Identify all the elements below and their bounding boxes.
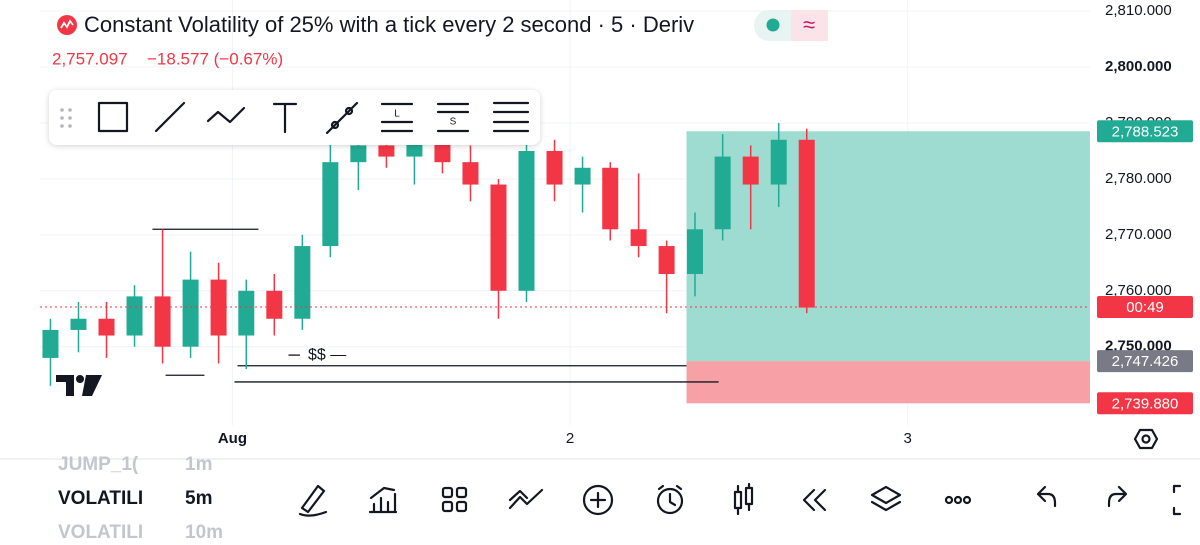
candle-body <box>322 162 339 247</box>
symbol-logo-mark <box>60 19 74 29</box>
target-price-box <box>1097 120 1193 143</box>
candle-body <box>98 318 115 336</box>
interval-next[interactable]: 10m <box>185 522 223 543</box>
loss-zone <box>686 361 1090 404</box>
axes: 2,810.0002,800.0002,790.0002,780.0002,77… <box>40 2 1193 447</box>
symbol-next[interactable]: VOLATILI <box>58 522 143 543</box>
y-tick-label: 2,760.000 <box>1105 282 1172 299</box>
candle-body <box>770 139 787 185</box>
tool-line[interactable] <box>154 101 186 133</box>
btn-draw[interactable] <box>298 484 328 517</box>
drawing-toolbar: L S <box>49 90 540 145</box>
chart-title: Constant Volatility of 25% with a tick e… <box>84 12 694 37</box>
btn-add[interactable] <box>582 484 614 516</box>
candle-body <box>294 246 311 319</box>
candle-body <box>798 139 815 308</box>
btn-objects[interactable] <box>870 485 902 512</box>
candle-body <box>658 246 675 275</box>
candle-body <box>210 279 227 336</box>
candle-body <box>546 150 563 185</box>
drawing-label: $$ — <box>308 346 346 363</box>
candle-body <box>126 296 143 336</box>
candle-body <box>518 150 535 291</box>
svg-text:L: L <box>394 109 400 120</box>
delayed-icon: ≈ <box>803 12 815 37</box>
candle-body <box>350 145 367 163</box>
y-tick-label: 2,770.000 <box>1105 226 1172 243</box>
countdown-label: 00:49 <box>1126 299 1164 316</box>
target-price-label: 2,788.523 <box>1112 123 1179 140</box>
tool-rectangle[interactable] <box>97 101 129 133</box>
toolbar-bg <box>49 90 540 145</box>
tool-ray[interactable] <box>325 101 359 135</box>
candle-body <box>602 167 619 230</box>
x-tick-label: 2 <box>566 430 574 447</box>
btn-replay[interactable] <box>802 488 827 512</box>
candle-body <box>238 290 255 336</box>
candle-body <box>434 139 451 163</box>
y-tick-label: 2,810.000 <box>1105 2 1172 19</box>
btn-redo[interactable] <box>1107 485 1128 508</box>
btn-layout[interactable] <box>441 486 468 513</box>
drawings: $$ — <box>152 228 719 383</box>
price-change: −18.577 (−0.67%) <box>147 49 283 68</box>
btn-indicators[interactable] <box>368 486 398 514</box>
candle-body <box>70 318 87 330</box>
candle-body <box>378 145 395 157</box>
candle-body <box>182 279 199 347</box>
btn-more[interactable] <box>944 495 972 505</box>
candle-body <box>630 229 647 247</box>
candle-body <box>266 290 283 319</box>
entry-price-box <box>1097 350 1193 373</box>
symbol-current[interactable]: VOLATILI <box>58 488 143 509</box>
candle-body <box>714 156 731 230</box>
stop-price-label: 2,739.880 <box>1112 395 1179 412</box>
chart-settings[interactable] <box>1133 428 1159 450</box>
market-open-dot <box>766 18 780 32</box>
symbol-prev[interactable]: JUMP_1( <box>58 454 139 475</box>
candle-body <box>154 296 171 347</box>
x-tick-label: 3 <box>904 430 912 447</box>
y-tick-label: 2,780.000 <box>1105 170 1172 187</box>
drag-handle[interactable] <box>60 108 72 128</box>
picker-fade <box>160 460 180 540</box>
entry-price-label: 2,747.426 <box>1112 353 1179 370</box>
btn-chart-type[interactable] <box>733 482 754 516</box>
stop-price-box <box>1097 392 1193 415</box>
btn-fullscreen[interactable] <box>1172 484 1182 516</box>
btn-undo[interactable] <box>1036 485 1057 508</box>
tv-logo <box>56 375 102 396</box>
tool-long[interactable]: L <box>380 102 414 133</box>
tool-lines[interactable] <box>492 101 530 133</box>
btn-alert[interactable] <box>656 484 684 515</box>
candle-body <box>686 229 703 275</box>
candles <box>42 123 815 386</box>
candle-body <box>462 162 479 185</box>
svg-text:S: S <box>450 117 457 128</box>
candle-body <box>42 329 59 358</box>
tool-path[interactable] <box>206 106 246 124</box>
candle-body <box>574 167 591 185</box>
tool-text[interactable] <box>272 102 298 134</box>
tool-short[interactable]: S <box>436 102 470 133</box>
status-badge-right <box>791 10 828 41</box>
y-tick-label: 2,800.000 <box>1105 58 1172 75</box>
btn-compare[interactable] <box>508 488 544 510</box>
last-price: 2,757.097 <box>52 49 128 68</box>
countdown-box <box>1097 296 1193 319</box>
interval-current[interactable]: 5m <box>185 488 212 509</box>
candle-body <box>490 184 507 291</box>
x-tick-label: Aug <box>218 430 247 447</box>
interval-prev[interactable]: 1m <box>185 454 212 475</box>
candle-body <box>742 156 759 185</box>
